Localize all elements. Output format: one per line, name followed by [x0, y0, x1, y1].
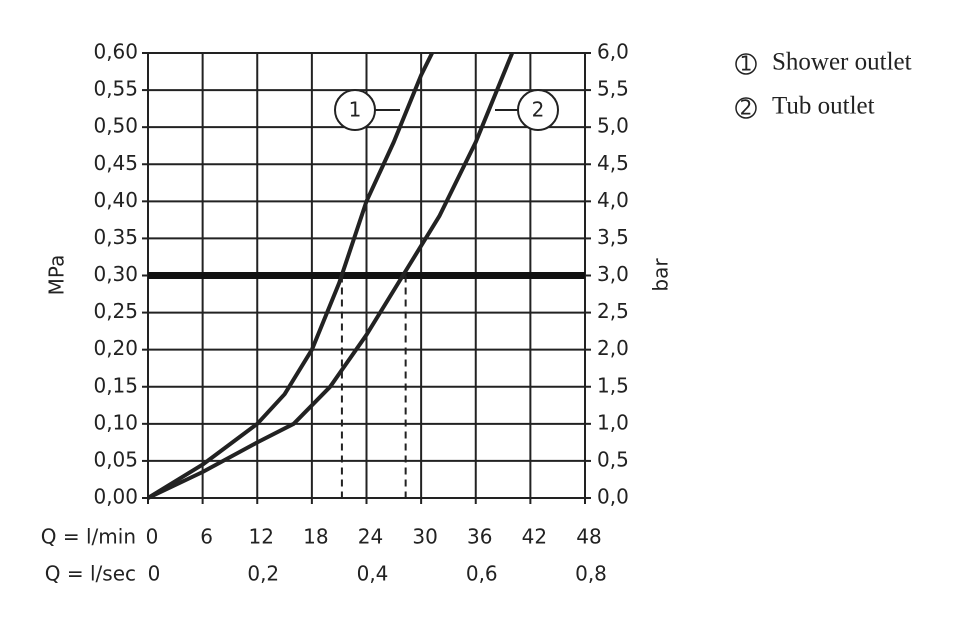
y-tick-label: 0,30 [93, 262, 138, 286]
x-axis-label: Q = l/min [41, 525, 136, 549]
x2-axis-label: Q = l/sec [45, 562, 136, 586]
callout-label: 1 [349, 98, 362, 122]
legend-label: Shower outlet [772, 49, 912, 76]
series-line [147, 52, 515, 500]
y2-axis-label: bar [649, 258, 673, 292]
y-tick-label: 0,25 [93, 299, 138, 323]
y-tick-label: 0,35 [93, 225, 138, 249]
y2-tick-label: 4,0 [597, 188, 629, 212]
x-tick-label: 12 [249, 525, 274, 549]
y2-tick-label: 1,5 [597, 373, 629, 397]
legend-marker [735, 97, 757, 119]
legend-marker [735, 53, 757, 75]
y2-tick-label: 5,5 [597, 77, 629, 101]
x2-tick-label: 0,2 [247, 562, 279, 586]
x2-tick-label: 0,8 [575, 562, 607, 586]
y2-tick-label: 6,0 [597, 40, 629, 64]
series-line [146, 52, 434, 500]
x2-tick-label: 0,6 [466, 562, 498, 586]
y2-tick-label: 4,5 [597, 151, 629, 175]
x-tick-label: 30 [412, 525, 437, 549]
y-tick-label: 0,05 [93, 447, 138, 471]
y2-tick-label: 0,0 [597, 485, 629, 509]
y-axis-label: MPa [45, 255, 69, 296]
x-tick-label: 18 [303, 525, 328, 549]
y2-tick-label: 5,0 [597, 114, 629, 138]
y2-tick-label: 2,0 [597, 336, 629, 360]
x2-tick-label: 0 [148, 562, 161, 586]
y2-tick-label: 1,0 [597, 410, 629, 434]
callout-circle [334, 89, 376, 131]
y-tick-label: 0,55 [93, 77, 138, 101]
x-tick-label: 24 [358, 525, 383, 549]
legend-marker-label: 2 [740, 96, 753, 120]
y-tick-label: 0,20 [93, 336, 138, 360]
y2-tick-label: 0,5 [597, 447, 629, 471]
x-tick-label: 0 [146, 525, 159, 549]
x-tick-label: 6 [200, 525, 213, 549]
y-tick-label: 0,00 [93, 485, 138, 509]
x2-tick-label: 0,4 [357, 562, 389, 586]
callout-label: 2 [532, 98, 545, 122]
y-tick-label: 0,50 [93, 114, 138, 138]
callout-circle [517, 89, 559, 131]
x-tick-label: 48 [576, 525, 601, 549]
y-tick-label: 0,60 [93, 40, 138, 64]
y2-tick-label: 2,5 [597, 299, 629, 323]
legend-label: Tub outlet [772, 93, 875, 120]
y-tick-label: 0,45 [93, 151, 138, 175]
x-tick-label: 36 [467, 525, 492, 549]
y2-tick-label: 3,5 [597, 225, 629, 249]
legend-marker-label: 1 [740, 52, 753, 76]
y-tick-label: 0,15 [93, 373, 138, 397]
y-tick-label: 0,10 [93, 410, 138, 434]
x-tick-label: 42 [522, 525, 547, 549]
y2-tick-label: 3,0 [597, 262, 629, 286]
y-tick-label: 0,40 [93, 188, 138, 212]
